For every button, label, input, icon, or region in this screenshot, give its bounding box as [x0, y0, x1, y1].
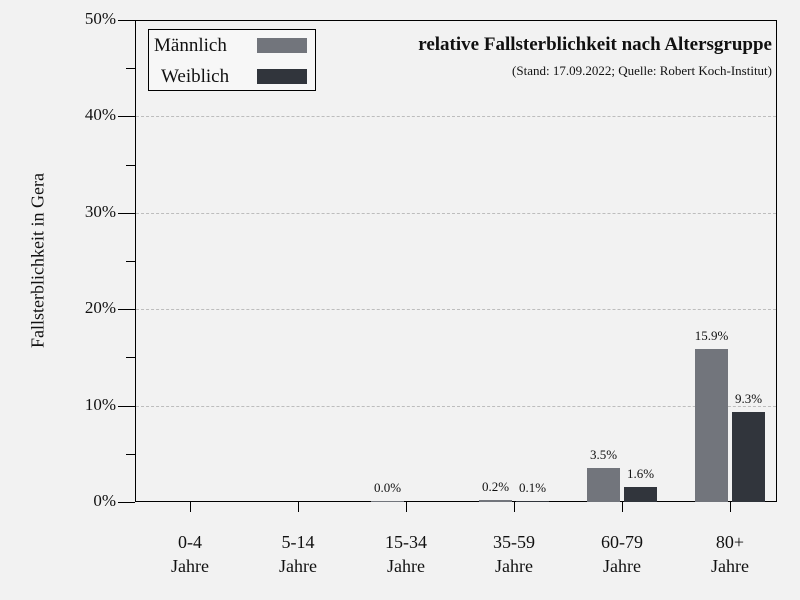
y-minor-tick [126, 261, 135, 262]
legend: Männlich Weiblich [148, 29, 316, 91]
value-label: 0.0% [373, 479, 402, 495]
bar-male [371, 500, 404, 502]
y-tick-label: 0% [93, 491, 116, 510]
x-tick [406, 502, 407, 512]
value-label: 3.5% [589, 447, 618, 463]
y-axis-title: Fallsterblichkeit in Gera [27, 173, 48, 348]
bar-male [587, 468, 620, 502]
chart-title: relative Fallsterblichkeit nach Altersgr… [418, 34, 772, 55]
y-tick [118, 405, 135, 407]
y-tick [118, 212, 135, 214]
gridline [136, 405, 776, 407]
x-tick [730, 502, 731, 512]
x-tick-label: 80+ Jahre [711, 532, 749, 576]
y-tick [118, 309, 135, 311]
y-tick-label: 20% [84, 298, 116, 318]
gridline [136, 212, 776, 214]
x-tick [298, 502, 299, 512]
y-tick [118, 116, 135, 118]
gridline [136, 309, 776, 311]
legend-swatch-female [257, 69, 307, 84]
plot-area [135, 20, 777, 502]
value-label: 9.3% [734, 391, 763, 407]
x-tick-label: 60-79 Jahre [601, 532, 643, 576]
value-label: 0.2% [481, 479, 510, 495]
y-minor-tick [126, 453, 135, 455]
x-tick-label: 0-4 Jahre [171, 532, 209, 576]
y-tick [118, 20, 135, 21]
y-tick-label: 10% [84, 394, 116, 414]
bar-male [479, 500, 512, 502]
y-minor-tick [126, 68, 135, 70]
x-tick [190, 502, 191, 512]
x-tick [622, 502, 623, 512]
y-tick [118, 502, 135, 503]
y-minor-tick [126, 357, 135, 359]
bar-female [624, 486, 657, 502]
value-label: 1.6% [626, 465, 655, 481]
x-tick [514, 502, 515, 512]
y-tick-label: 30% [84, 201, 116, 221]
x-tick-label: 15-34 Jahre [385, 532, 427, 576]
y-tick-label: 40% [84, 105, 116, 125]
gridline [136, 116, 776, 118]
bar-male [695, 348, 728, 502]
bar-female [516, 500, 549, 502]
y-tick-label: 50% [84, 9, 116, 28]
x-tick-label: 35-59 Jahre [493, 532, 535, 576]
chart-subtitle: (Stand: 17.09.2022; Quelle: Robert Koch-… [512, 63, 772, 78]
y-minor-tick [126, 164, 135, 166]
legend-label-male: Männlich [154, 35, 227, 56]
x-tick-label: 5-14 Jahre [279, 532, 317, 576]
legend-label-female: Weiblich [161, 66, 230, 87]
value-label: 15.9% [694, 327, 729, 343]
bar-female [732, 412, 765, 502]
value-label: 0.1% [518, 479, 547, 495]
legend-swatch-male [257, 38, 307, 53]
